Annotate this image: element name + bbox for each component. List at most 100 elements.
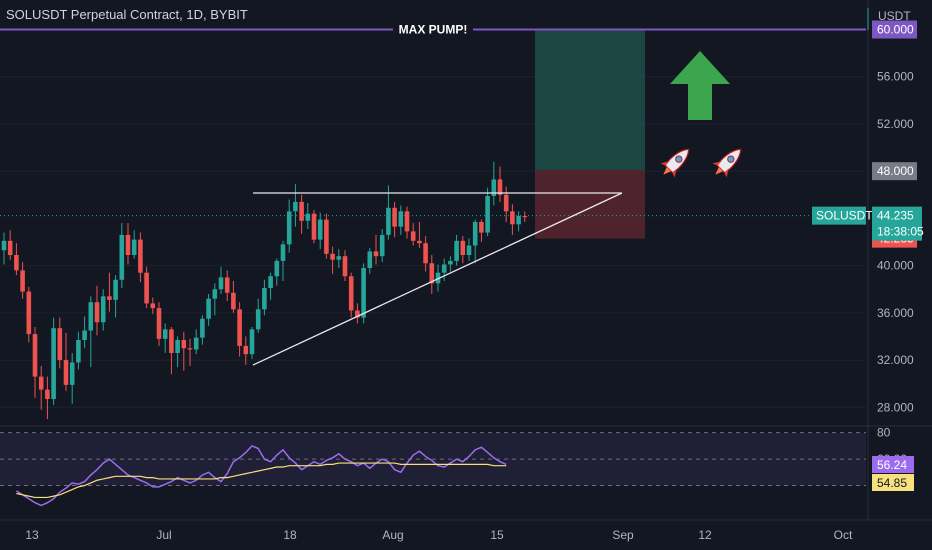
time-tick-label: 12 [698, 528, 712, 542]
candle-body [119, 234, 125, 280]
price-tick-label: 36.000 [877, 306, 914, 320]
target-price-label: 60.000 [877, 23, 914, 37]
candle-body [156, 308, 162, 339]
candle-body [497, 179, 503, 195]
candle-body [218, 277, 224, 290]
current-price-label: 44.235 [877, 209, 914, 223]
price-tick-label: 52.000 [877, 117, 914, 131]
candle-body [392, 207, 397, 227]
candle-body [107, 296, 112, 300]
candle-body [317, 219, 323, 240]
candle-body [237, 309, 242, 346]
time-tick-label: Aug [382, 528, 403, 542]
candle-body [516, 216, 521, 225]
candle-body [51, 328, 56, 400]
up-arrow-icon [670, 51, 730, 120]
candle-body [231, 292, 236, 310]
candle-body [32, 334, 38, 377]
price-axis-unit: USDT [878, 9, 911, 23]
candle-body [212, 289, 218, 299]
max-pump-label-bg [393, 20, 473, 39]
max-pump-label: MAX PUMP! [399, 23, 468, 37]
candle-body [293, 201, 298, 212]
candle-body [69, 362, 75, 385]
symbol-tag [812, 206, 866, 225]
candle-countdown: 18:38:05 [877, 225, 924, 239]
candle-body [466, 245, 472, 255]
rocket-icon [712, 148, 742, 178]
candle-body [361, 267, 366, 318]
entry-price-tag [872, 162, 917, 181]
chart-title: SOLUSDT Perpetual Contract, 1D, BYBIT [6, 7, 248, 22]
candle-body [144, 272, 149, 304]
candle-body [441, 264, 447, 273]
rsi-ma-line [16, 462, 507, 499]
rocket-flame [663, 166, 672, 175]
candle-body [125, 234, 131, 255]
candle-body [522, 216, 528, 218]
candle-body [262, 288, 267, 310]
candle-body [324, 219, 329, 254]
candle-body [150, 303, 156, 309]
candle-body [255, 309, 261, 330]
candle-body [510, 211, 515, 225]
price-tick-label: 28.000 [877, 400, 914, 414]
candle-body [404, 211, 410, 232]
price-tick-label: 56.000 [877, 70, 914, 84]
candle-body [131, 239, 137, 255]
candle-body [193, 337, 199, 350]
candle-body [1, 240, 7, 251]
candle-body [162, 329, 168, 339]
candle-body [348, 276, 354, 311]
rocket-fin [724, 168, 729, 178]
rocket-fin [712, 161, 722, 166]
target-price-tag [872, 20, 917, 39]
candle-body [20, 270, 25, 292]
time-tick-label: 13 [25, 528, 39, 542]
candle-body [299, 201, 304, 221]
candle-body [336, 256, 342, 260]
rsi-ma-tag [872, 474, 914, 491]
candle-body [448, 260, 453, 265]
symbol-tag-label: SOLUSDT [816, 209, 873, 223]
candle-body [479, 221, 484, 233]
price-tick-label: 40.000 [877, 259, 914, 273]
candle-body [76, 340, 81, 363]
rocket-fin [660, 161, 670, 166]
candle-body [26, 291, 32, 335]
candle-body [200, 318, 205, 338]
loss-zone [535, 170, 645, 239]
price-tick-label: 32.000 [877, 353, 914, 367]
candle-body [113, 279, 118, 300]
candle-body [355, 310, 360, 318]
candle-body [206, 298, 211, 319]
candle-body [280, 244, 286, 261]
candle-body [472, 221, 478, 246]
candle-body [187, 348, 193, 350]
candle-body [274, 260, 280, 277]
candle-body [88, 302, 94, 331]
time-tick-label: Oct [834, 528, 853, 542]
candle-body [249, 329, 255, 355]
rsi-value-label: 56.24 [877, 458, 907, 472]
candle-body [63, 360, 69, 385]
time-tick-label: 15 [490, 528, 504, 542]
candle-body [14, 255, 19, 271]
rsi-value-tag [872, 456, 914, 473]
candle-body [367, 251, 373, 268]
current-price-tag [872, 206, 922, 241]
candle-body [491, 179, 497, 196]
candle-body [398, 211, 404, 227]
rocket-window [675, 155, 683, 163]
rocket-icon [660, 148, 690, 178]
rocket-fin [672, 168, 677, 178]
candle-body [342, 256, 348, 277]
candle-body [386, 207, 391, 235]
entry-price-label: 48.000 [877, 164, 914, 178]
candle-body [94, 302, 100, 323]
candle-body [410, 231, 416, 241]
candle-body [243, 345, 249, 355]
candle-body [435, 272, 441, 284]
candle-body [175, 340, 180, 353]
